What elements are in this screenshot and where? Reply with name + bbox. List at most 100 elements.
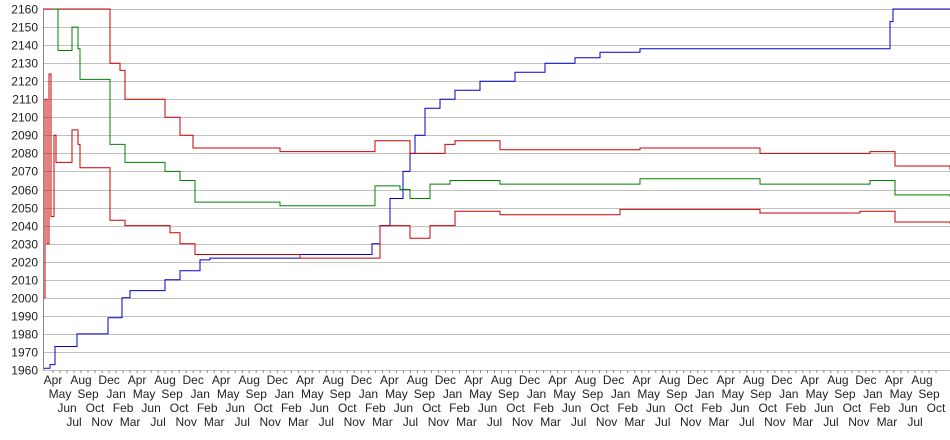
x-tick-label: Nov xyxy=(176,415,197,429)
x-tick-label: Mar xyxy=(120,415,141,429)
series-line-3 xyxy=(43,73,950,299)
x-tick-label: Jul xyxy=(571,415,586,429)
y-tick-label: 1990 xyxy=(11,310,38,324)
y-tick-label: 2160 xyxy=(11,3,38,17)
x-tick-label: Dec xyxy=(98,373,119,387)
x-tick-label: Aug xyxy=(659,373,680,387)
x-tick-label: Aug xyxy=(911,373,932,387)
x-tick-label: Oct xyxy=(843,401,862,415)
x-tick-label: Nov xyxy=(91,415,112,429)
x-tick-label: May xyxy=(217,387,240,401)
x-tick-label: Apr xyxy=(44,373,63,387)
x-tick-label: Dec xyxy=(435,373,456,387)
x-tick-label: Jul xyxy=(150,415,165,429)
x-tick-label: Feb xyxy=(617,401,638,415)
y-tick-label: 2050 xyxy=(11,202,38,216)
y-tick-label: 2140 xyxy=(11,39,38,53)
series-line-0 xyxy=(43,8,950,369)
y-tick-label: 2060 xyxy=(11,184,38,198)
y-tick-label: 2080 xyxy=(11,147,38,161)
x-tick-label: Jun xyxy=(394,401,413,415)
x-tick-label: May xyxy=(806,387,829,401)
x-tick-label: Jun xyxy=(562,401,581,415)
x-tick-label: Mar xyxy=(877,415,898,429)
x-tick-label: Feb xyxy=(281,401,302,415)
x-tick-label: Dec xyxy=(183,373,204,387)
x-tick-label: Nov xyxy=(344,415,365,429)
x-tick-label: Jan xyxy=(779,387,798,401)
x-tick-label: Oct xyxy=(758,401,777,415)
x-tick-label: Jul xyxy=(403,415,418,429)
x-tick-label: Apr xyxy=(296,373,315,387)
x-tick-label: Dec xyxy=(855,373,876,387)
x-tick-label: Mar xyxy=(792,415,813,429)
x-tick-label: Dec xyxy=(603,373,624,387)
x-tick-label: Jul xyxy=(487,415,502,429)
x-tick-label: Feb xyxy=(870,401,891,415)
x-tick-label: Apr xyxy=(212,373,231,387)
x-tick-label: May xyxy=(49,387,72,401)
x-tick-label: Nov xyxy=(764,415,785,429)
x-tick-label: Jun xyxy=(898,401,917,415)
x-tick-label: May xyxy=(890,387,913,401)
x-tick-label: Jun xyxy=(310,401,329,415)
x-tick-label: Mar xyxy=(540,415,561,429)
x-tick-label: Jan xyxy=(443,387,462,401)
x-tick-label: Aug xyxy=(154,373,175,387)
x-tick-label: Apr xyxy=(885,373,904,387)
x-tick-label: Sep xyxy=(161,387,183,401)
x-tick-label: Sep xyxy=(918,387,940,401)
x-tick-label: Aug xyxy=(827,373,848,387)
x-tick-label: Jan xyxy=(863,387,882,401)
y-tick-label: 2020 xyxy=(11,256,38,270)
x-tick-label: Jun xyxy=(57,401,76,415)
x-tick-label: Jun xyxy=(730,401,749,415)
x-tick-label: Jun xyxy=(814,401,833,415)
y-tick-label: 2000 xyxy=(11,292,38,306)
y-tick-label: 2010 xyxy=(11,274,38,288)
x-tick-label: Sep xyxy=(666,387,688,401)
x-tick-label: Apr xyxy=(380,373,399,387)
x-tick-label: Nov xyxy=(428,415,449,429)
x-tick-label: May xyxy=(553,387,576,401)
x-tick-label: Jan xyxy=(275,387,294,401)
x-tick-label: Oct xyxy=(338,401,357,415)
x-tick-label: Oct xyxy=(86,401,105,415)
x-tick-label: Oct xyxy=(927,401,946,415)
x-tick-label: Mar xyxy=(204,415,225,429)
x-tick-label: Oct xyxy=(674,401,693,415)
x-tick-label: Aug xyxy=(239,373,260,387)
x-tick-label: Oct xyxy=(590,401,609,415)
x-tick-label: Dec xyxy=(519,373,540,387)
x-tick-label: Mar xyxy=(372,415,393,429)
x-tick-label: Jul xyxy=(319,415,334,429)
x-tick-label: Apr xyxy=(548,373,567,387)
y-tick-label: 1980 xyxy=(11,328,38,342)
x-tick-label: Jul xyxy=(907,415,922,429)
x-tick-label: Sep xyxy=(246,387,268,401)
x-tick-label: Feb xyxy=(785,401,806,415)
x-tick-label: Aug xyxy=(407,373,428,387)
x-tick-label: Jan xyxy=(611,387,630,401)
x-tick-label: Jun xyxy=(141,401,160,415)
x-tick-label: Apr xyxy=(632,373,651,387)
x-tick-label: May xyxy=(301,387,324,401)
y-tick-label: 1970 xyxy=(11,346,38,360)
x-tick-label: May xyxy=(469,387,492,401)
series-line-2 xyxy=(52,8,950,207)
x-tick-label: Aug xyxy=(70,373,91,387)
x-tick-label: Dec xyxy=(687,373,708,387)
y-tick-label: 2040 xyxy=(11,220,38,234)
x-tick-label: Aug xyxy=(575,373,596,387)
x-tick-label: Oct xyxy=(422,401,441,415)
x-tick-label: Jul xyxy=(655,415,670,429)
y-tick-label: 2130 xyxy=(11,57,38,71)
x-tick-label: Feb xyxy=(197,401,218,415)
y-tick-label: 2090 xyxy=(11,129,38,143)
x-tick-label: Aug xyxy=(323,373,344,387)
x-tick-label: Feb xyxy=(533,401,554,415)
x-tick-label: Jan xyxy=(106,387,125,401)
x-tick-label: Aug xyxy=(743,373,764,387)
x-tick-label: Mar xyxy=(456,415,477,429)
y-tick-label: 2110 xyxy=(12,93,38,107)
